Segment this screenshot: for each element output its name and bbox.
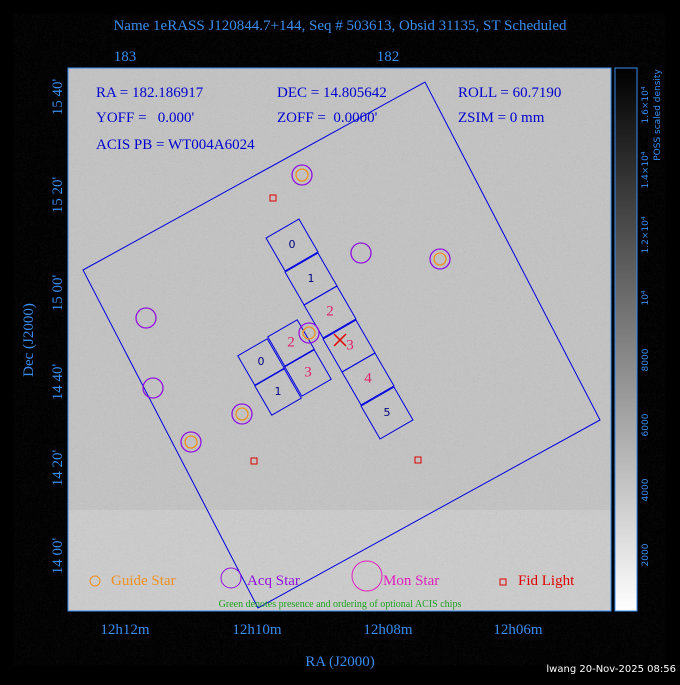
yoff: YOFF = 0.000' (96, 110, 195, 126)
left-tick-label: 14 00' (50, 537, 66, 574)
s-chip-label: 4 (364, 370, 372, 386)
i-chip-label: 1 (275, 385, 282, 398)
guide-stars (184, 168, 447, 449)
acis-pb: ACIS PB = WT004A6024 (96, 137, 255, 153)
i-chip (254, 368, 302, 416)
left-tick-label: 15 00' (50, 274, 66, 311)
i-chip-label: 3 (304, 364, 312, 380)
s-chip-label: 3 (346, 337, 354, 353)
y-axis-label: Dec (J2000) (21, 303, 37, 377)
left-tick-label: 15 40' (50, 78, 66, 115)
legend-fid: Fid Light (518, 573, 575, 589)
colorbar-tick-label: 1.4×10⁴ (641, 151, 651, 188)
bottom-tick-label: 12h06m (493, 622, 543, 638)
ra: RA = 182.186917 (96, 85, 204, 101)
legend-mon: Mon Star (383, 573, 439, 589)
s-chip (341, 352, 395, 406)
legend-guide: Guide Star (111, 573, 176, 589)
legend-acq: Acq Star (247, 573, 300, 589)
colorbar-tick-label: 6000 (641, 413, 651, 436)
legend-fid-icon (499, 578, 507, 586)
left-tick-label: 14 40' (50, 363, 66, 400)
s-chip (303, 285, 357, 339)
bottom-tick-label: 12h12m (100, 622, 150, 638)
field-of-view (82, 81, 601, 609)
colorbar-tick-label: 10⁴ (641, 290, 651, 305)
colorbar-title: POSS scaled density (653, 69, 663, 161)
dec: DEC = 14.805642 (277, 85, 387, 101)
note: Green denotes presence and ordering of o… (219, 599, 462, 610)
image (67, 67, 612, 612)
top-tick-label: 182 (377, 49, 400, 65)
legend-mon-icon (351, 560, 383, 592)
zoff: ZOFF = 0.0000' (277, 110, 378, 126)
top-tick-label: 183 (114, 49, 137, 65)
colorbar-tick-label: 1.6×10⁴ (641, 86, 651, 123)
s-chip (265, 218, 319, 272)
footer: lwang 20-Nov-2025 08:56 (546, 664, 676, 675)
acq-stars (135, 164, 451, 453)
roll: ROLL = 60.7190 (458, 85, 561, 101)
zsim: ZSIM = 0 mm (458, 110, 545, 126)
left-tick-label: 14 20' (50, 449, 66, 486)
aimpoint (333, 333, 347, 347)
s-chip (360, 386, 414, 440)
s-chip-label: 2 (326, 303, 334, 319)
i-chip (284, 349, 332, 397)
bottom-tick-label: 12h10m (232, 622, 282, 638)
i-chip-label: 2 (287, 334, 295, 350)
left-tick-label: 15 20' (50, 176, 66, 213)
title: Name 1eRASS J120844.7+144, Seq # 503613,… (113, 18, 567, 34)
colorbar-tick-label: 2000 (641, 543, 651, 566)
i-chip-label: 0 (258, 355, 265, 368)
colorbar-tick-label: 4000 (641, 478, 651, 501)
s-chip-label: 5 (384, 406, 391, 419)
fid-lights (250, 194, 422, 465)
legend-guide-icon (89, 575, 101, 587)
s-chip-label: 1 (308, 272, 315, 285)
colorbar (614, 67, 638, 612)
legend-acq-icon (220, 567, 242, 589)
bottom-tick-label: 12h08m (363, 622, 413, 638)
s-chip-label: 0 (289, 238, 296, 251)
colorbar-tick-label: 1.2×10⁴ (641, 216, 651, 253)
colorbar-tick-label: 8000 (641, 348, 651, 371)
x-axis-label: RA (J2000) (305, 654, 375, 670)
